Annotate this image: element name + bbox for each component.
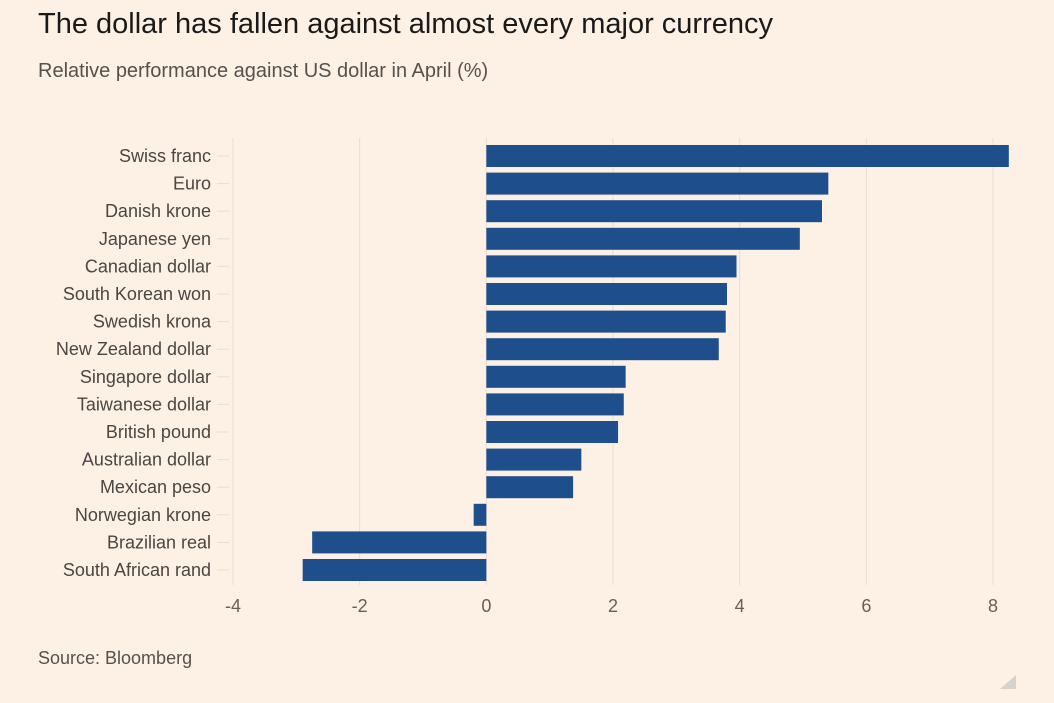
bar bbox=[486, 393, 624, 416]
category-label: Australian dollar bbox=[82, 450, 211, 470]
x-tick-label: 2 bbox=[608, 596, 618, 616]
category-label: Swedish krona bbox=[93, 312, 212, 332]
bar bbox=[486, 145, 1009, 167]
category-label: Japanese yen bbox=[99, 229, 211, 249]
x-tick-label: -4 bbox=[225, 596, 241, 616]
bar bbox=[486, 283, 727, 305]
x-tick-label: 8 bbox=[988, 596, 998, 616]
category-label: Canadian dollar bbox=[85, 256, 211, 276]
bar bbox=[486, 172, 829, 195]
category-label: Mexican peso bbox=[100, 477, 211, 497]
bar bbox=[486, 476, 574, 499]
bar bbox=[486, 227, 800, 250]
category-label: Norwegian krone bbox=[75, 505, 211, 525]
category-label: South Korean won bbox=[63, 284, 211, 304]
category-label: Euro bbox=[173, 174, 211, 194]
category-label: Singapore dollar bbox=[80, 367, 211, 387]
bar-chart: Swiss franc Euro Danish krone Japanese yen C… bbox=[56, 138, 1009, 616]
x-tick-label: 0 bbox=[481, 596, 491, 616]
resize-corner-icon bbox=[1000, 675, 1016, 689]
x-tick-label: 4 bbox=[735, 596, 745, 616]
chart-subtitle: Relative performance against US dollar i… bbox=[38, 60, 489, 82]
category-label: Swiss franc bbox=[119, 146, 211, 166]
bar bbox=[486, 448, 582, 471]
chart-title: The dollar has fallen against almost eve… bbox=[38, 8, 773, 40]
bars bbox=[302, 145, 1009, 581]
bar bbox=[486, 338, 719, 361]
bar bbox=[473, 503, 487, 526]
category-ticks bbox=[217, 155, 229, 571]
category-label: British pound bbox=[106, 422, 211, 442]
category-label: New Zealand dollar bbox=[56, 339, 211, 359]
source-note: Source: Bloomberg bbox=[38, 648, 193, 668]
category-labels: Swiss franc Euro Danish krone Japanese yen C… bbox=[56, 146, 212, 580]
x-tick-label: -2 bbox=[352, 596, 368, 616]
bar bbox=[486, 310, 726, 333]
category-label: South African rand bbox=[63, 560, 211, 580]
bar bbox=[486, 255, 737, 278]
category-label: Taiwanese dollar bbox=[77, 394, 211, 414]
bar bbox=[302, 559, 487, 581]
x-tick-label: 6 bbox=[861, 596, 871, 616]
bar bbox=[486, 421, 619, 443]
bar bbox=[486, 200, 822, 223]
category-label: Danish krone bbox=[105, 201, 211, 221]
x-axis-tick-labels: -4 -2 0 2 4 6 8 bbox=[225, 596, 998, 616]
bar bbox=[312, 531, 487, 554]
bar bbox=[486, 365, 626, 388]
category-label: Brazilian real bbox=[107, 532, 211, 552]
